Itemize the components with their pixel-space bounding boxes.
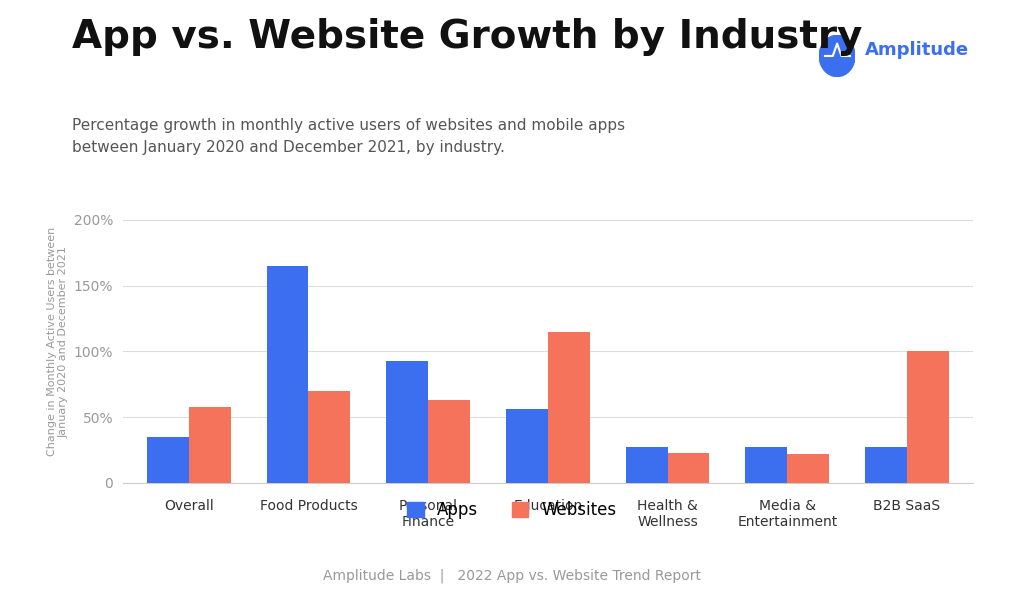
Bar xyxy=(266,266,308,483)
Bar xyxy=(745,448,787,483)
Y-axis label: Change in Monthly Active Users between
January 2020 and December 2021: Change in Monthly Active Users between J… xyxy=(46,227,69,456)
Bar xyxy=(907,352,949,483)
Bar xyxy=(188,407,230,483)
Bar xyxy=(146,437,188,483)
Text: App vs. Website Growth by Industry: App vs. Website Growth by Industry xyxy=(72,18,862,56)
Bar xyxy=(428,400,470,483)
Circle shape xyxy=(819,35,855,77)
Text: Percentage growth in monthly active users of websites and mobile apps
between Ja: Percentage growth in monthly active user… xyxy=(72,118,625,155)
Bar xyxy=(308,391,350,483)
Bar xyxy=(668,453,710,483)
Bar xyxy=(548,332,590,483)
Bar xyxy=(865,448,907,483)
Bar xyxy=(506,409,548,483)
Bar xyxy=(787,454,829,483)
Bar xyxy=(626,448,668,483)
Text: Amplitude Labs  |   2022 App vs. Website Trend Report: Amplitude Labs | 2022 App vs. Website Tr… xyxy=(323,568,701,583)
Legend: Apps, Websites: Apps, Websites xyxy=(399,493,625,528)
Bar xyxy=(386,360,428,483)
Text: Amplitude: Amplitude xyxy=(865,41,970,59)
